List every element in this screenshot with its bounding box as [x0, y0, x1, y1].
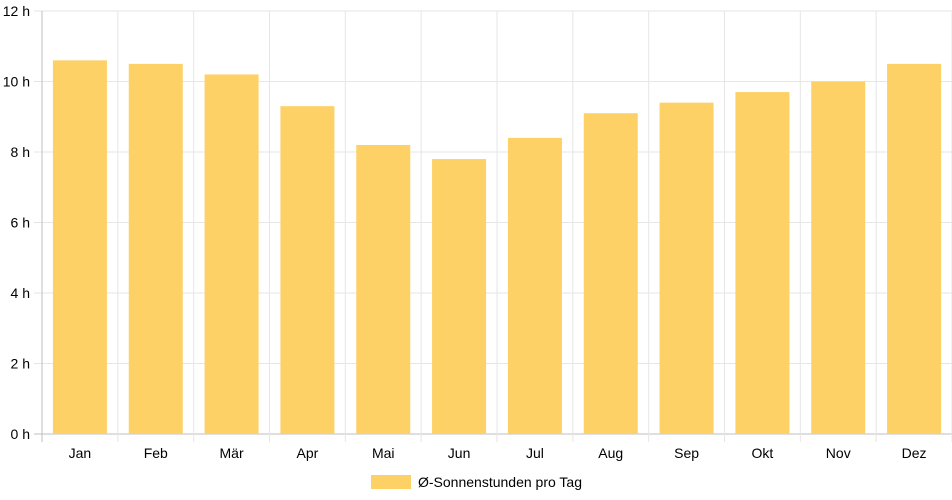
y-tick-label: 2 h — [11, 356, 30, 372]
y-tick-label: 4 h — [11, 285, 30, 301]
x-tick-label: Aug — [598, 445, 623, 461]
bar-Feb[interactable] — [128, 63, 183, 434]
bar-Jul[interactable] — [507, 137, 562, 434]
x-tick-label: Mai — [372, 445, 395, 461]
x-tick-label: Feb — [144, 445, 168, 461]
legend-swatch — [371, 475, 411, 489]
y-tick-label: 6 h — [11, 215, 30, 231]
x-tick-label: Jan — [69, 445, 92, 461]
bar-Jun[interactable] — [432, 159, 487, 435]
y-tick-label: 10 h — [3, 74, 30, 90]
y-tick-label: 12 h — [3, 3, 30, 19]
y-tick-label: 8 h — [11, 144, 30, 160]
y-tick-label: 0 h — [11, 426, 30, 442]
legend-label: Ø-Sonnenstunden pro Tag — [418, 474, 582, 490]
x-axis-ticks: Jan Feb Mär Apr Mai Jun Jul Aug Sep Okt Nov Dez — [69, 445, 927, 461]
x-tick-label: Jul — [526, 445, 544, 461]
bars — [52, 60, 942, 435]
bar-Okt[interactable] — [735, 92, 790, 434]
legend[interactable]: Ø-Sonnenstunden pro Tag — [371, 474, 582, 490]
x-tick-label: Nov — [826, 445, 851, 461]
y-axis-ticks: 0 h 2 h 4 h 6 h 8 h 10 h 12 h — [3, 3, 30, 442]
grid-lines — [34, 10, 952, 442]
bar-Jan[interactable] — [52, 60, 107, 434]
bar-Sep[interactable] — [659, 102, 714, 435]
bar-Nov[interactable] — [811, 81, 866, 435]
x-tick-label: Apr — [297, 445, 319, 461]
bar-Dez[interactable] — [887, 63, 942, 434]
x-tick-label: Mär — [220, 445, 244, 461]
x-tick-label: Sep — [674, 445, 699, 461]
x-tick-label: Okt — [752, 445, 774, 461]
bar-Mai[interactable] — [356, 144, 411, 434]
x-tick-label: Jun — [448, 445, 471, 461]
x-tick-label: Dez — [902, 445, 927, 461]
bar-Aug[interactable] — [583, 113, 638, 434]
bar-Mär[interactable] — [204, 74, 259, 434]
bar-Apr[interactable] — [280, 106, 335, 435]
